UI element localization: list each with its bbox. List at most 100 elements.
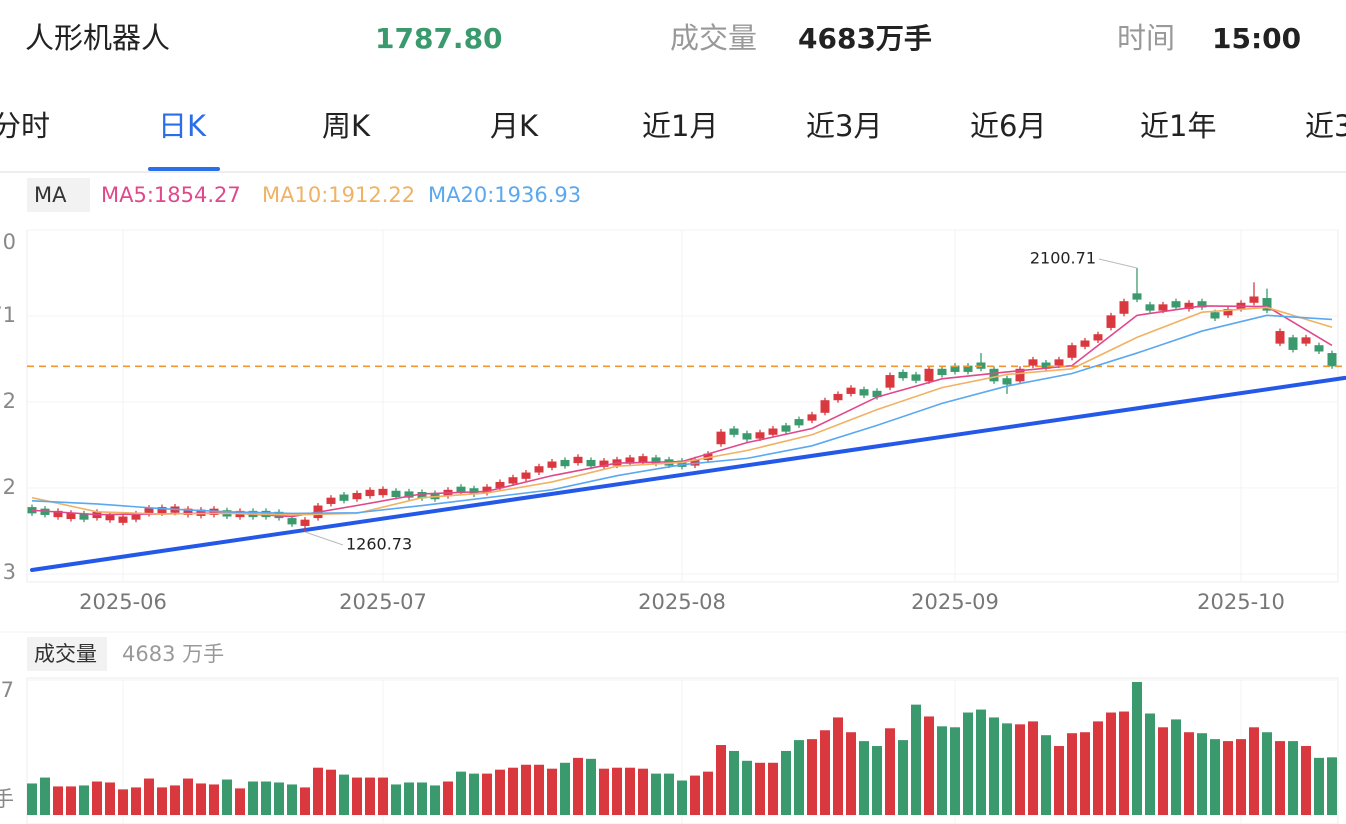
candle-body xyxy=(1132,293,1142,300)
volume-bar xyxy=(1249,727,1259,815)
x-tick-label: 2025-10 xyxy=(1197,590,1285,614)
volume-bar xyxy=(989,717,999,815)
candle-body xyxy=(651,457,661,464)
candle-body xyxy=(1106,315,1116,328)
volume-bar xyxy=(1301,746,1311,815)
volume-bar xyxy=(612,767,622,815)
volume-bar xyxy=(53,786,63,815)
y-tick-label: 7 xyxy=(1,678,14,702)
volume-bar xyxy=(1028,721,1038,815)
candle-body xyxy=(742,433,752,440)
candle-body xyxy=(820,400,830,413)
tab[interactable]: 日K xyxy=(158,109,207,143)
volume-bar xyxy=(885,728,895,815)
time-caption: 时间 xyxy=(1117,21,1175,55)
tab[interactable]: 周K xyxy=(322,109,371,143)
candle-body xyxy=(118,516,128,523)
volume-bar xyxy=(898,740,908,815)
candle-body xyxy=(105,514,115,521)
volume: 4683万手 xyxy=(798,22,932,55)
volume-caption: 成交量 xyxy=(670,21,757,55)
volume-bar xyxy=(27,783,37,815)
candle-body xyxy=(729,428,739,435)
y-tick-label: 2 xyxy=(3,475,16,499)
volume-bar xyxy=(833,717,843,815)
volume-bar xyxy=(404,782,414,815)
volume-bar xyxy=(1132,681,1142,815)
volume-bar xyxy=(1223,741,1233,815)
volume-bar xyxy=(768,762,778,815)
trend-line xyxy=(30,375,1346,572)
volume-bar xyxy=(92,781,102,815)
candle-body xyxy=(1041,362,1051,369)
candle-body xyxy=(1067,345,1077,358)
tab[interactable]: 月K xyxy=(490,109,539,143)
volume-bar xyxy=(872,746,882,815)
candle-body xyxy=(1015,368,1025,382)
candle-body xyxy=(1314,345,1324,352)
candle-body xyxy=(378,488,388,496)
annotation-leader xyxy=(1098,258,1138,269)
y-tick-label: 71 xyxy=(0,303,16,327)
candle-body xyxy=(781,425,791,432)
tab[interactable]: 近3月 xyxy=(806,109,882,143)
volume-bar xyxy=(586,758,596,815)
candle-body xyxy=(885,375,895,388)
candle-body xyxy=(625,457,635,464)
volume-bar xyxy=(729,750,739,815)
candle-body xyxy=(79,513,89,520)
volume-bar xyxy=(1145,713,1155,815)
volume-bar xyxy=(352,777,362,815)
candle-body xyxy=(573,456,583,464)
volume-bar xyxy=(157,787,167,815)
volume-bar xyxy=(599,768,609,815)
tab[interactable]: 分时 xyxy=(0,109,50,143)
candle-body xyxy=(1145,304,1155,311)
candle-body xyxy=(339,494,349,501)
tab[interactable]: 近3 xyxy=(1305,109,1346,143)
volume-bar xyxy=(313,767,323,815)
candle-body xyxy=(1301,337,1311,344)
candle-body xyxy=(495,481,505,489)
volume-bar xyxy=(573,757,583,815)
volume-bar xyxy=(1119,711,1129,815)
time: 15:00 xyxy=(1212,22,1301,55)
tab[interactable]: 近6月 xyxy=(970,109,1046,143)
candle-body xyxy=(547,461,557,468)
candle-body xyxy=(1223,309,1233,316)
volume-bar xyxy=(1080,732,1090,815)
candle-body xyxy=(1093,334,1103,341)
volume-bar xyxy=(1288,741,1298,815)
tab[interactable]: 近1月 xyxy=(642,109,718,143)
volume-bar xyxy=(859,741,869,815)
volume-bar xyxy=(521,764,531,815)
y-tick-label: 2 xyxy=(3,389,16,413)
candle-body xyxy=(794,419,804,426)
x-tick-label: 2025-07 xyxy=(339,590,427,614)
candle-body xyxy=(157,507,167,514)
candle-body xyxy=(326,497,336,504)
candle-body xyxy=(1262,298,1272,311)
volume-bar xyxy=(716,745,726,815)
volume-bar xyxy=(1067,733,1077,815)
volume-bar xyxy=(131,787,141,815)
tab[interactable]: 近1年 xyxy=(1140,109,1216,143)
volume-bar xyxy=(326,769,336,815)
volume-bar xyxy=(469,773,479,815)
volume-bar xyxy=(365,777,375,815)
candle-body xyxy=(768,428,778,435)
candle-body xyxy=(534,466,544,473)
volume-bar xyxy=(1015,724,1025,815)
candle-body xyxy=(1197,301,1207,308)
candle-body xyxy=(716,431,726,445)
volume-bar xyxy=(430,785,440,815)
ma-tag xyxy=(27,178,90,212)
candle-body xyxy=(1028,359,1038,366)
volume-bar xyxy=(40,777,50,815)
candle-body xyxy=(599,460,609,467)
candle-body xyxy=(417,492,427,499)
candle-body xyxy=(924,368,934,382)
candle-body xyxy=(53,510,63,518)
candle-body xyxy=(560,459,570,467)
volume-bar xyxy=(1171,719,1181,815)
